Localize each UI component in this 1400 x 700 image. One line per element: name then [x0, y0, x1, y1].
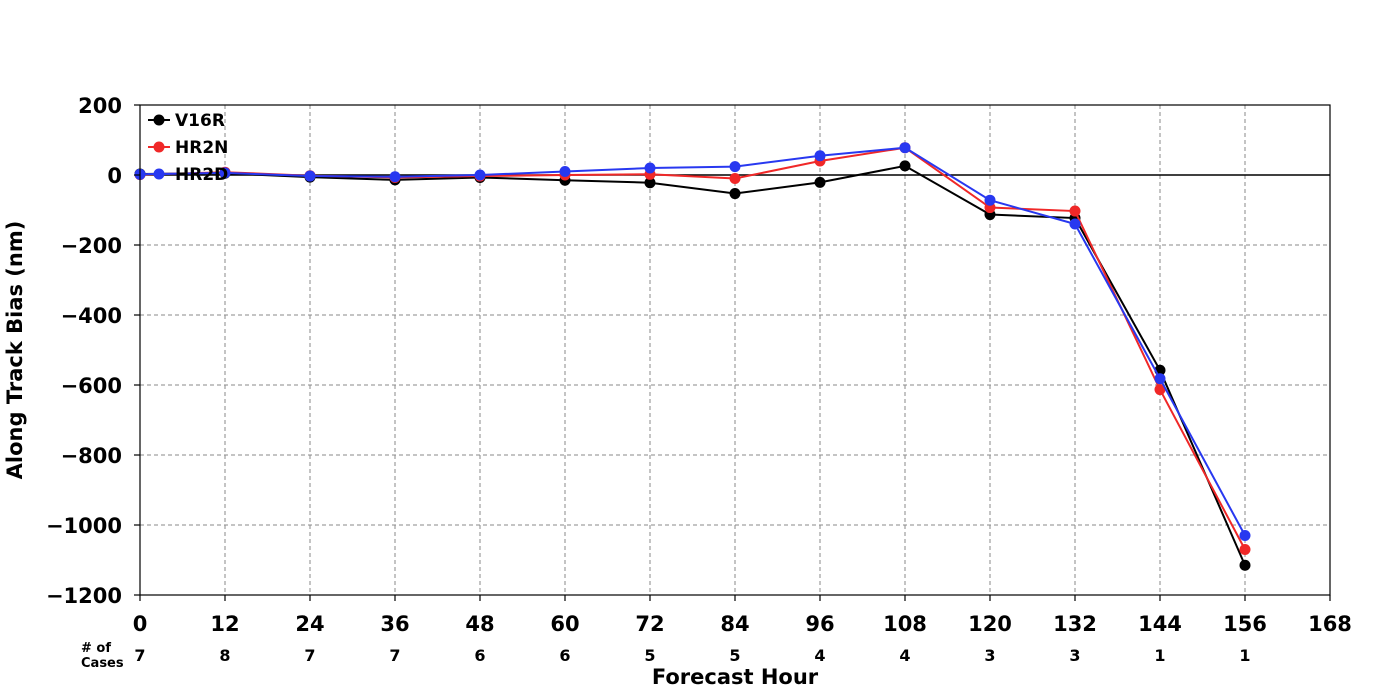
case-count: 5 [644, 646, 655, 665]
legend-label: HR2N [175, 138, 228, 158]
case-count: 7 [134, 646, 145, 665]
case-count: 1 [1154, 646, 1165, 665]
x-tick-label: 0 [133, 612, 148, 636]
data-point-hr2d [1154, 373, 1166, 385]
x-tick-label: 48 [465, 612, 494, 636]
data-point-v16r [814, 176, 826, 188]
data-point-hr2n [729, 173, 741, 184]
x-tick-label: 168 [1308, 612, 1352, 636]
case-count: 7 [389, 646, 400, 665]
x-tick-label: 132 [1053, 612, 1097, 636]
y-tick-label: −400 [61, 304, 122, 328]
series-line-v16r [139, 164, 1246, 566]
case-count: 4 [899, 646, 910, 665]
data-point-v16r [899, 160, 911, 172]
y-tick-label: 200 [78, 94, 122, 118]
axis-ticks: 0 12 24 36 48 60 72 84 96 108 120 132 144 156 1682000−… [46, 94, 1352, 636]
x-tick-label: 108 [883, 612, 927, 636]
x-tick-label: 12 [210, 612, 239, 636]
y-axis-title: Along Track Bias (nm) [3, 221, 27, 480]
legend-marker [153, 114, 165, 126]
y-tick-label: 0 [107, 164, 122, 188]
case-count: 1 [1239, 646, 1250, 665]
series-line-hr2d [139, 146, 1246, 536]
cases-row-label: Cases [81, 656, 124, 671]
x-tick-label: 60 [550, 612, 579, 636]
y-tick-label: −1200 [46, 584, 122, 608]
x-tick-label: 144 [1138, 612, 1182, 636]
x-tick-label: 36 [380, 612, 409, 636]
data-point-hr2n [1239, 544, 1251, 555]
data-point-hr2d [389, 171, 401, 183]
x-tick-label: 120 [968, 612, 1012, 636]
data-series [134, 142, 1251, 571]
data-point-hr2d [1069, 218, 1081, 230]
data-point-hr2d [644, 162, 656, 174]
case-count: 7 [304, 646, 315, 665]
grid-lines [140, 105, 1330, 595]
x-tick-label: 84 [720, 612, 749, 636]
x-tick-label: 156 [1223, 612, 1267, 636]
case-count: 4 [814, 646, 825, 665]
data-point-hr2n [1154, 384, 1166, 396]
data-point-hr2d [474, 169, 486, 181]
case-count: 5 [729, 646, 740, 665]
x-tick-label: 24 [295, 612, 324, 636]
data-point-v16r [729, 188, 741, 200]
x-tick-label: 72 [635, 612, 664, 636]
case-count: 3 [984, 646, 995, 665]
data-point-hr2d [899, 142, 911, 154]
data-point-hr2d [1239, 530, 1251, 541]
data-point-hr2d [304, 170, 316, 182]
legend-label: V16R [175, 111, 225, 131]
data-point-hr2d [729, 161, 741, 173]
data-point-hr2d [814, 150, 826, 162]
cases-row-label: # of [81, 641, 111, 656]
data-point-hr2d [219, 167, 231, 179]
data-point-v16r [1239, 559, 1251, 571]
legend: V16R HR2N HR2D [148, 111, 228, 185]
y-tick-label: −600 [61, 374, 122, 398]
y-tick-label: −1000 [46, 514, 122, 538]
case-count: 6 [559, 646, 570, 665]
legend-label: HR2D [175, 165, 228, 185]
legend-marker [153, 168, 165, 180]
data-point-hr2d [984, 194, 996, 206]
data-point-hr2n [1069, 205, 1081, 217]
case-count: 6 [474, 646, 485, 665]
y-tick-label: −200 [61, 234, 122, 258]
data-point-v16r [644, 177, 656, 189]
y-tick-label: −800 [61, 444, 122, 468]
case-count: 8 [219, 646, 230, 665]
case-count: 3 [1069, 646, 1080, 665]
data-point-hr2d [559, 166, 571, 177]
x-axis-title: Forecast Hour [652, 665, 819, 689]
x-tick-label: 96 [805, 612, 834, 636]
legend-marker [153, 141, 165, 153]
